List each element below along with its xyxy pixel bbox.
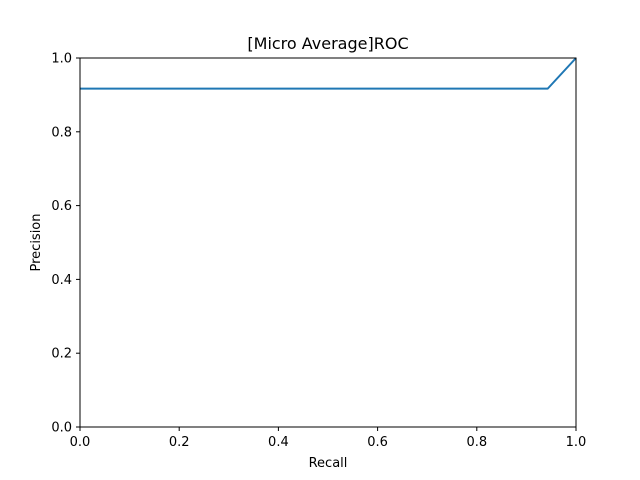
x-tick-label: 1.0 (566, 435, 587, 450)
chart-title: [Micro Average]ROC (247, 34, 408, 53)
x-tick-label: 0.0 (70, 435, 91, 450)
x-axis-ticks: 0.0 0.2 0.4 0.6 0.8 1.0 (70, 427, 587, 450)
series-layer (80, 57, 577, 90)
x-tick-label: 0.2 (169, 435, 190, 450)
y-tick-label: 1.0 (51, 52, 72, 67)
y-tick-label: 0.0 (51, 421, 72, 436)
x-axis-label: Recall (309, 456, 348, 471)
x-tick-label: 0.8 (466, 435, 487, 450)
axes-frame (79, 57, 577, 428)
series-line-0 (80, 57, 577, 90)
x-tick-label: 0.6 (367, 435, 388, 450)
y-tick-label: 0.8 (51, 125, 72, 140)
y-tick-label: 0.2 (51, 347, 72, 362)
y-tick-label: 0.4 (51, 273, 72, 288)
y-tick-label: 0.6 (51, 199, 72, 214)
x-tick-label: 0.4 (268, 435, 289, 450)
y-axis-ticks: 0.0 0.2 0.4 0.6 0.8 1.0 (51, 52, 80, 436)
y-axis-label: Precision (29, 213, 44, 271)
